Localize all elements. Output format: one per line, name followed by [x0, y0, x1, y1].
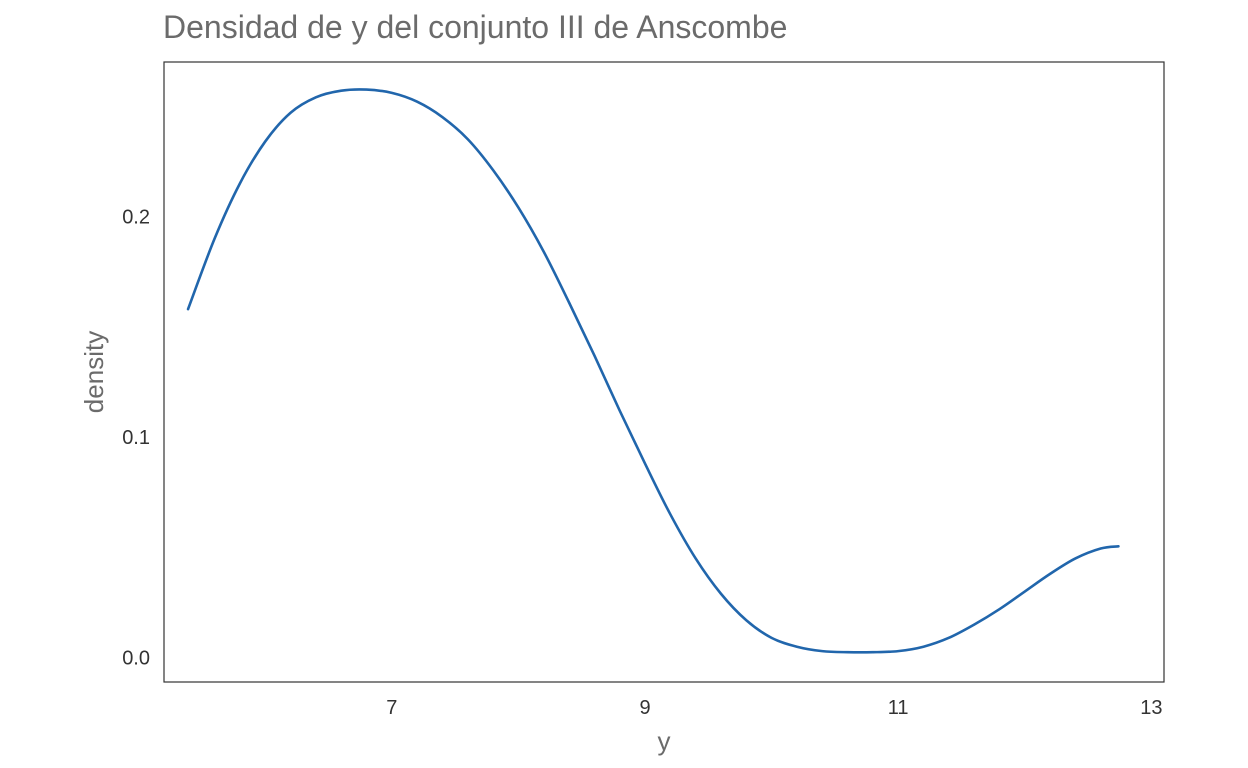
y-tick-label: 0.1 — [122, 427, 150, 449]
x-axis-ticks: 7 9 11 13 — [386, 697, 1162, 719]
x-axis-label: y — [658, 726, 671, 756]
y-tick-label: 0.2 — [122, 206, 150, 228]
y-axis-label: density — [79, 331, 109, 413]
plot-area-frame — [163, 61, 1165, 683]
y-axis-ticks: 0.0 0.1 0.2 — [122, 206, 150, 669]
chart-title: Densidad de y del conjunto III de Anscom… — [163, 9, 787, 45]
x-tick-label: 11 — [888, 697, 909, 719]
x-tick-label: 13 — [1140, 697, 1162, 719]
x-tick-label: 7 — [386, 697, 397, 719]
x-tick-label: 9 — [639, 697, 650, 719]
density-curve-series — [186, 88, 1120, 654]
y-tick-label: 0.0 — [122, 648, 150, 670]
